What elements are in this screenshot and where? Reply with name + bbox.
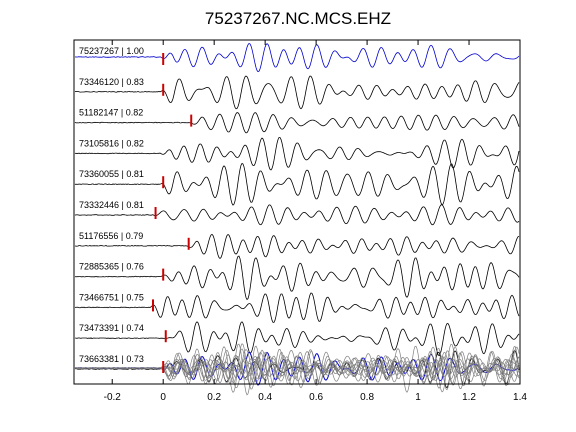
x-tick-label: 0.6: [309, 392, 323, 403]
trace-label: 51176556 | 0.79: [79, 231, 143, 241]
stack-line: [75, 345, 520, 391]
pick-markers: [152, 53, 193, 373]
trace-line: [74, 162, 520, 206]
trace-line: [74, 43, 520, 73]
chart-title: 75237267.NC.MCS.EHZ: [205, 9, 391, 28]
trace-label: 72885365 | 0.76: [79, 262, 144, 272]
trace-line: [74, 292, 520, 323]
trace-labels: 75237267 | 1.00 73346120 | 0.83 51182147 |…: [79, 46, 144, 364]
stacked-overlay: [74, 343, 520, 396]
trace-group: [74, 43, 520, 389]
plot-frame: [73, 39, 521, 385]
x-tick-label: 1.2: [462, 392, 476, 403]
trace-label: 73466751 | 0.75: [79, 292, 144, 302]
x-tick-label: -0.2: [104, 392, 122, 403]
x-tick-label: 0.2: [207, 392, 221, 403]
trace-line: [74, 233, 520, 259]
trace-line: [74, 137, 520, 171]
x-tick-label: 0: [160, 392, 166, 403]
stack-line: [74, 348, 520, 389]
x-tick-label: 0.8: [360, 392, 374, 403]
trace-label: 73663381 | 0.73: [79, 354, 144, 364]
trace-label: 73105816 | 0.82: [79, 138, 144, 148]
trace-label: 73346120 | 0.83: [79, 77, 144, 87]
x-axis: -0.2 0 0.2 0.4 0.6 0.8 1 1.2 1.4: [104, 40, 527, 403]
trace-label: 73360055 | 0.81: [79, 169, 144, 179]
x-tick-label: 0.4: [258, 392, 272, 403]
x-tick-label: 1.4: [513, 392, 527, 403]
trace-label: 51182147 | 0.82: [79, 108, 143, 118]
trace-line: [74, 321, 520, 357]
trace-line: [74, 75, 520, 110]
trace-label: 73473391 | 0.74: [79, 323, 144, 333]
x-tick-label: 1: [415, 392, 421, 403]
trace-label: 75237267 | 1.00: [79, 46, 144, 56]
trace-line: [74, 255, 520, 301]
trace-label: 73332446 | 0.81: [79, 200, 144, 210]
trace-line: [74, 112, 520, 134]
trace-line: [74, 204, 520, 226]
